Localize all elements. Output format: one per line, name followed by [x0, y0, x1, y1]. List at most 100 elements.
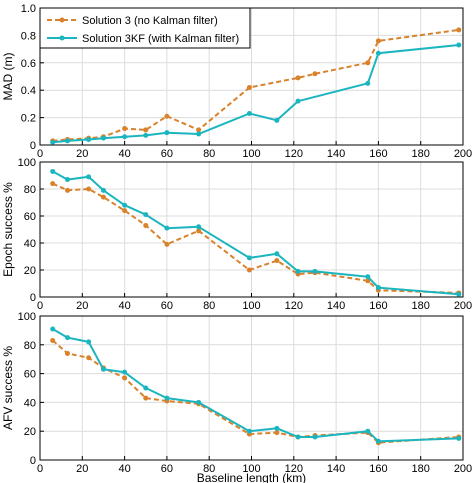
data-point-solution3kf — [122, 369, 128, 375]
data-point-solution3 — [50, 337, 56, 343]
series-line-solution3kf — [52, 44, 459, 144]
data-point-solution3 — [122, 126, 128, 132]
data-point-solution3kf — [100, 366, 106, 372]
data-point-solution3 — [64, 187, 70, 193]
data-point-solution3 — [86, 355, 92, 361]
y-tick-label: 80 — [24, 184, 36, 196]
data-point-solution3 — [50, 181, 56, 187]
x-tick-label: 140 — [327, 463, 345, 475]
data-point-solution3kf — [143, 212, 149, 218]
data-point-solution3kf — [456, 42, 462, 48]
data-point-solution3 — [312, 71, 318, 77]
data-point-solution3 — [164, 113, 170, 119]
y-axis-label: MAD (m) — [1, 53, 15, 101]
x-tick-label: 180 — [412, 463, 430, 475]
data-point-solution3 — [143, 222, 149, 228]
data-point-solution3 — [164, 241, 170, 247]
data-point-solution3kf — [365, 428, 371, 434]
x-tick-label: 120 — [285, 148, 303, 160]
x-tick-label: 200 — [454, 463, 472, 475]
chart-panel-1: 0 20 40 60 80 100 120 140 160 180 200 0 0.2 0.4 0.6 0.8… — [1, 3, 472, 160]
x-tick-label: 60 — [161, 148, 173, 160]
data-point-solution3kf — [100, 135, 106, 141]
data-point-solution3 — [196, 228, 202, 234]
data-point-solution3kf — [274, 251, 280, 257]
x-tick-label: 140 — [327, 300, 345, 312]
data-point-solution3kf — [64, 177, 70, 183]
data-point-solution3kf — [295, 268, 301, 274]
data-point-solution3kf — [295, 98, 301, 104]
data-point-solution3kf — [86, 339, 92, 345]
data-point-solution3kf — [100, 187, 106, 193]
data-point-solution3kf — [456, 435, 462, 441]
data-point-solution3kf — [312, 268, 318, 274]
data-point-solution3 — [274, 430, 280, 436]
data-point-solution3kf — [50, 139, 56, 145]
data-point-solution3 — [295, 75, 301, 81]
x-tick-label: 200 — [454, 300, 472, 312]
x-tick-label: 100 — [242, 148, 260, 160]
data-point-solution3 — [375, 38, 381, 44]
x-tick-label: 40 — [118, 463, 130, 475]
data-point-solution3kf — [143, 132, 149, 138]
data-point-solution3 — [122, 208, 128, 214]
data-point-solution3kf — [365, 80, 371, 86]
x-axis-label: Baseline length (km) — [197, 471, 306, 483]
data-point-solution3 — [86, 186, 92, 192]
x-tick-label: 180 — [412, 300, 430, 312]
series-line-solution3kf — [52, 328, 459, 443]
data-point-solution3kf — [50, 168, 56, 174]
x-tick-label: 80 — [203, 300, 215, 312]
data-point-solution3kf — [64, 335, 70, 341]
data-point-solution3kf — [456, 291, 462, 297]
data-point-solution3 — [274, 258, 280, 264]
y-tick-label: 0 — [30, 292, 36, 304]
y-tick-label: 40 — [24, 397, 36, 409]
data-point-solution3kf — [164, 395, 170, 401]
y-tick-label: 20 — [24, 265, 36, 277]
data-point-solution3kf — [86, 174, 92, 180]
y-tick-label: 40 — [24, 238, 36, 250]
chart-panel-3: 0 20 40 60 80 100 120 140 160 180 200 0 20 40 60 80 100 A… — [1, 311, 472, 483]
series-line-solution3 — [52, 182, 459, 294]
series-line-solution3 — [52, 28, 459, 142]
data-point-solution3 — [365, 60, 371, 66]
data-point-solution3kf — [312, 434, 318, 440]
x-tick-label: 0 — [37, 148, 43, 160]
data-point-solution3kf — [246, 428, 252, 434]
x-tick-label: 100 — [242, 463, 260, 475]
data-point-solution3kf — [274, 117, 280, 123]
y-tick-label: 0.6 — [21, 58, 36, 70]
y-axis-label: AFV success % — [1, 346, 15, 430]
x-tick-label: 120 — [285, 463, 303, 475]
x-tick-label: 40 — [118, 300, 130, 312]
x-tick-label: 60 — [161, 463, 173, 475]
data-point-solution3 — [64, 350, 70, 356]
y-tick-label: 0.2 — [21, 113, 36, 125]
y-tick-label: 1.0 — [21, 3, 36, 15]
data-point-solution3kf — [122, 202, 128, 208]
data-point-solution3kf — [164, 225, 170, 231]
data-point-solution3kf — [164, 130, 170, 136]
data-point-solution3 — [246, 84, 252, 90]
data-point-solution3kf — [246, 110, 252, 116]
y-tick-label: 0.8 — [21, 30, 36, 42]
y-axis-label: Epoch success % — [1, 182, 15, 277]
data-point-solution3kf — [295, 434, 301, 440]
y-tick-label: 0.4 — [21, 85, 36, 97]
y-tick-label: 60 — [24, 369, 36, 381]
data-point-solution3kf — [196, 224, 202, 230]
x-tick-label: 20 — [76, 300, 88, 312]
x-tick-label: 60 — [161, 300, 173, 312]
y-tick-label: 0 — [30, 455, 36, 467]
x-tick-label: 100 — [242, 300, 260, 312]
data-point-solution3kf — [196, 399, 202, 405]
x-tick-label: 40 — [118, 148, 130, 160]
data-point-solution3kf — [196, 131, 202, 137]
x-tick-label: 20 — [76, 463, 88, 475]
data-point-solution3kf — [246, 255, 252, 261]
x-tick-label: 160 — [369, 463, 387, 475]
data-point-solution3kf — [274, 425, 280, 431]
data-point-solution3 — [196, 127, 202, 133]
data-point-solution3 — [365, 278, 371, 284]
